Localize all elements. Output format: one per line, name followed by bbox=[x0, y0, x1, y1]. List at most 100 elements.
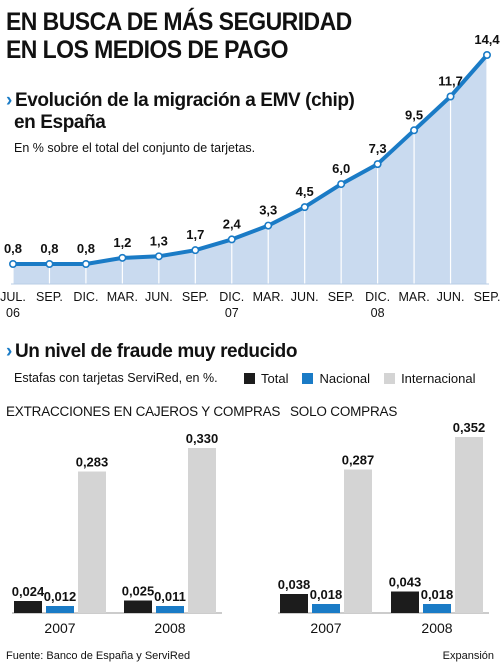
data-label-0: 0,8 bbox=[4, 241, 22, 256]
data-point-13 bbox=[482, 50, 491, 59]
migration-title-line-1: Evolución de la migración a EMV (chip) bbox=[14, 90, 355, 111]
migration-title-line-2: en España bbox=[14, 112, 106, 133]
bar-internacional-2007 bbox=[344, 469, 372, 613]
bar-label-internacional-2007: 0,283 bbox=[76, 455, 109, 470]
x-tick-label-0-year: 06 bbox=[6, 306, 20, 320]
legend-internacional-label: Internacional bbox=[401, 371, 476, 386]
bar-label-nacional-2007: 0,012 bbox=[44, 589, 77, 604]
bar-total-2007 bbox=[280, 594, 308, 613]
chart-legend: Total Nacional Internacional bbox=[244, 371, 476, 386]
emv-migration-line-chart: 0,8 0,8 0,8 1,2 1,3 1,7 2,4 3,3 4,5 6,0 7,3 9,5 11,7… bbox=[0, 32, 500, 320]
bar-label-internacional-2008: 0,330 bbox=[186, 431, 219, 446]
bar-internacional-2008 bbox=[455, 437, 483, 613]
x-tick-label-12: JUN. bbox=[437, 290, 465, 304]
legend-internacional-swatch bbox=[384, 373, 396, 384]
data-label-4: 1,3 bbox=[150, 233, 168, 248]
data-label-10: 7,3 bbox=[369, 141, 387, 156]
line-chart-area bbox=[13, 55, 487, 284]
bar-nacional-2008 bbox=[423, 604, 451, 613]
arrow-icon: › bbox=[6, 90, 12, 111]
bar-total-2007 bbox=[14, 601, 42, 613]
data-label-12: 11,7 bbox=[438, 73, 463, 88]
data-label-11: 9,5 bbox=[405, 107, 423, 122]
fraud-section-title: › Un nivel de fraude muy reducido bbox=[6, 341, 297, 363]
data-label-1: 0,8 bbox=[40, 241, 58, 256]
x-tick-label-2: DIC. bbox=[73, 290, 98, 304]
data-point-5 bbox=[191, 246, 200, 255]
bar-nacional-2008 bbox=[156, 606, 184, 613]
bar-label-nacional-2008: 0,018 bbox=[421, 587, 454, 602]
data-point-3 bbox=[118, 253, 127, 262]
data-point-4 bbox=[154, 252, 163, 261]
data-label-9: 6,0 bbox=[332, 161, 350, 176]
data-point-0 bbox=[9, 259, 18, 268]
bar-label-nacional-2007: 0,018 bbox=[310, 587, 343, 602]
x-tick-label-11: MAR. bbox=[398, 290, 429, 304]
bar-total-2008 bbox=[124, 600, 152, 613]
bar-internacional-2008 bbox=[188, 448, 216, 613]
title-line-2: EN LOS MEDIOS DE PAGO bbox=[6, 36, 288, 64]
x-tick-label-13: SEP. bbox=[474, 290, 500, 304]
legend-total-swatch bbox=[244, 373, 255, 384]
data-point-8 bbox=[300, 203, 309, 212]
fraud-bar-chart-cajeros: 0,024 0,012 0,283 2007 0,025 0,011 0,330 2008 bbox=[12, 431, 222, 636]
legend-nacional: Nacional bbox=[302, 371, 370, 386]
fraud-title-text: Un nivel de fraude muy reducido bbox=[14, 341, 298, 362]
title-line-1: EN BUSCA DE MÁS SEGURIDAD bbox=[6, 8, 352, 36]
x-tick-label-8: JUN. bbox=[291, 290, 319, 304]
data-point-10 bbox=[373, 160, 382, 169]
bar-internacional-2007 bbox=[78, 471, 106, 613]
data-point-1 bbox=[45, 259, 54, 268]
bar-label-nacional-2008: 0,011 bbox=[154, 589, 186, 604]
brand-credit: Expansión bbox=[442, 650, 494, 662]
bar-label-total-2008: 0,043 bbox=[389, 575, 422, 590]
migration-section-title: › Evolución de la migración a EMV (chip) … bbox=[6, 90, 355, 134]
data-point-12 bbox=[446, 92, 455, 101]
migration-series-line bbox=[13, 53, 489, 266]
migration-subtitle: En % sobre el total del conjunto de tarj… bbox=[14, 141, 256, 155]
data-label-3: 1,2 bbox=[113, 235, 131, 250]
bar-nacional-2007 bbox=[46, 606, 74, 613]
category-label-2007: 2007 bbox=[44, 620, 75, 636]
page-title: EN BUSCA DE MÁS SEGURIDAD EN LOS MEDIOS … bbox=[6, 8, 402, 64]
fraud-subtitle: Estafas con tarjetas ServiRed, en %. bbox=[14, 371, 218, 385]
bar-label-total-2007: 0,038 bbox=[278, 577, 311, 592]
bar-panel-title-compras: SOLO COMPRAS bbox=[290, 404, 398, 419]
data-label-8: 4,5 bbox=[296, 184, 314, 199]
data-point-2 bbox=[81, 259, 90, 268]
bar-label-total-2007: 0,024 bbox=[12, 584, 45, 599]
legend-total: Total bbox=[244, 371, 288, 386]
bar-panel-title-cajeros: EXTRACCIONES EN CAJEROS Y COMPRAS bbox=[6, 404, 281, 419]
data-point-9 bbox=[337, 180, 346, 189]
legend-internacional: Internacional bbox=[384, 371, 476, 386]
legend-total-label: Total bbox=[261, 371, 289, 386]
bar-total-2008 bbox=[391, 591, 419, 613]
bar-label-total-2008: 0,025 bbox=[122, 584, 155, 599]
legend-nacional-label: Nacional bbox=[319, 371, 371, 386]
x-tick-label-6-year: 07 bbox=[225, 306, 239, 320]
bar-nacional-2007 bbox=[312, 604, 340, 613]
source-note: Fuente: Banco de España y ServiRed bbox=[6, 650, 191, 662]
data-point-11 bbox=[410, 126, 419, 135]
bar-label-internacional-2007: 0,287 bbox=[342, 453, 375, 468]
x-tick-label-9: SEP. bbox=[328, 290, 355, 304]
data-label-13: 14,4 bbox=[474, 32, 500, 47]
category-label-2007: 2007 bbox=[310, 620, 341, 636]
category-label-2008: 2008 bbox=[154, 620, 185, 636]
category-label-2008: 2008 bbox=[421, 620, 452, 636]
x-tick-label-7: MAR. bbox=[253, 290, 284, 304]
x-tick-label-10: DIC. bbox=[365, 290, 390, 304]
data-label-2: 0,8 bbox=[77, 241, 95, 256]
data-label-5: 1,7 bbox=[186, 227, 204, 242]
x-tick-label-5: SEP. bbox=[182, 290, 209, 304]
data-point-7 bbox=[264, 221, 273, 230]
data-label-6: 2,4 bbox=[223, 216, 242, 231]
x-tick-label-3: MAR. bbox=[107, 290, 138, 304]
x-tick-label-10-year: 08 bbox=[371, 306, 385, 320]
legend-nacional-swatch bbox=[302, 373, 314, 384]
data-label-7: 3,3 bbox=[259, 203, 277, 218]
data-point-6 bbox=[227, 235, 236, 244]
x-tick-label-0: JUL. bbox=[0, 290, 26, 304]
x-tick-label-1: SEP. bbox=[36, 290, 63, 304]
